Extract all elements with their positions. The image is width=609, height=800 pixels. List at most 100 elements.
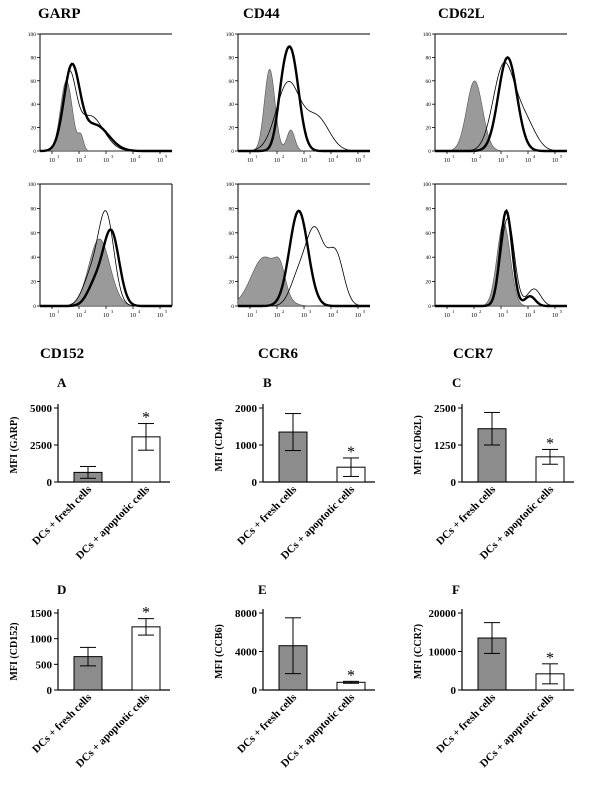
y-tick-label: 80 <box>31 55 37 61</box>
x-tick-exponent: 1 <box>255 154 257 159</box>
isotype-control-histogram <box>40 238 172 307</box>
category-label: DCs + fresh cells <box>30 483 94 547</box>
x-tick-label: 10 <box>103 313 109 319</box>
y-tick-label: 20 <box>31 280 37 286</box>
y-tick-label: 100 <box>28 182 37 188</box>
y-axis-label: MFI (CCR7) <box>413 624 424 679</box>
x-tick-exponent: 1 <box>452 309 454 314</box>
x-tick-label: 10 <box>552 158 558 164</box>
apoptotic-cells-histogram-line <box>435 55 567 153</box>
y-tick-label: 80 <box>229 55 235 61</box>
significance-star: * <box>546 435 554 452</box>
y-tick-label: 60 <box>229 231 235 237</box>
isotype-control-histogram <box>40 80 172 152</box>
panel-label-a: A <box>57 375 67 390</box>
apoptotic-cells-histogram-line <box>39 62 172 153</box>
y-tick-label: 0 <box>33 149 36 155</box>
x-tick-label: 10 <box>355 313 361 319</box>
y-tick-label: 20 <box>426 280 432 286</box>
category-label: DCs + fresh cells <box>235 691 299 755</box>
x-tick-label: 10 <box>328 158 334 164</box>
x-tick-exponent: 3 <box>506 154 509 159</box>
x-tick-label: 10 <box>525 313 531 319</box>
y-tick-label: 20 <box>426 126 432 132</box>
y-tick-label: 1500 <box>30 608 53 620</box>
category-label: DCs + fresh cells <box>30 691 94 755</box>
y-tick-label: 1250 <box>434 440 457 452</box>
significance-star: * <box>142 605 150 622</box>
histogram-title-garp: GARP <box>38 6 81 22</box>
x-tick-label: 10 <box>130 158 136 164</box>
histogram-title-cd62l: CD62L <box>438 6 485 22</box>
y-tick-label: 0 <box>47 685 53 697</box>
x-tick-exponent: 4 <box>336 309 339 314</box>
x-tick-label: 10 <box>471 313 477 319</box>
y-tick-label: 100 <box>226 182 235 188</box>
significance-star: * <box>347 667 355 684</box>
y-tick-label: 0 <box>451 685 457 697</box>
y-tick-label: 20 <box>229 126 235 132</box>
y-tick-label: 40 <box>31 102 37 108</box>
y-tick-label: 20 <box>31 126 37 132</box>
y-tick-label: 0 <box>33 304 36 310</box>
x-tick-label: 10 <box>49 313 55 319</box>
x-tick-label: 10 <box>444 158 450 164</box>
x-tick-label: 10 <box>274 313 280 319</box>
y-tick-label: 40 <box>229 255 235 261</box>
y-tick-label: 0 <box>428 304 431 310</box>
apoptotic-cells-histogram-line <box>40 228 172 308</box>
y-tick-label: 40 <box>426 255 432 261</box>
y-tick-label: 80 <box>229 206 235 212</box>
fresh-cells-histogram-line <box>238 80 370 152</box>
y-tick-label: 20000 <box>429 608 457 620</box>
x-tick-exponent: 2 <box>282 154 284 159</box>
y-tick-label: 80 <box>426 55 432 61</box>
x-tick-exponent: 3 <box>309 154 312 159</box>
x-tick-label: 10 <box>274 158 280 164</box>
x-tick-label: 10 <box>76 158 82 164</box>
x-tick-label: 10 <box>525 158 531 164</box>
histogram-title-cd152: CD152 <box>40 346 85 362</box>
y-tick-label: 80 <box>426 206 432 212</box>
x-tick-label: 10 <box>498 313 504 319</box>
y-tick-label: 0 <box>428 149 431 155</box>
y-axis-label: MFI (CD62L) <box>413 415 424 475</box>
x-tick-exponent: 5 <box>363 154 366 159</box>
y-axis-label: MFI (CD44) <box>214 418 225 471</box>
x-tick-exponent: 1 <box>255 309 257 314</box>
y-tick-label: 10000 <box>429 647 457 659</box>
significance-star: * <box>347 444 355 461</box>
x-tick-exponent: 2 <box>282 309 284 314</box>
x-tick-label: 10 <box>130 313 136 319</box>
y-tick-label: 60 <box>426 79 432 85</box>
x-tick-label: 10 <box>471 158 477 164</box>
x-tick-exponent: 5 <box>560 309 563 314</box>
x-tick-exponent: 1 <box>57 154 59 159</box>
x-tick-exponent: 3 <box>506 309 509 314</box>
x-tick-exponent: 4 <box>138 309 141 314</box>
isotype-control-histogram <box>435 80 567 152</box>
x-tick-label: 10 <box>76 313 82 319</box>
y-tick-label: 8000 <box>235 608 258 620</box>
x-tick-exponent: 5 <box>165 309 168 314</box>
x-tick-exponent: 1 <box>57 309 59 314</box>
x-tick-exponent: 2 <box>84 154 86 159</box>
significance-star: * <box>546 650 554 667</box>
x-tick-label: 10 <box>49 158 55 164</box>
x-tick-exponent: 4 <box>533 154 536 159</box>
y-tick-label: 60 <box>31 231 37 237</box>
x-tick-label: 10 <box>301 158 307 164</box>
x-tick-exponent: 2 <box>84 309 86 314</box>
y-tick-label: 40 <box>426 102 432 108</box>
x-tick-exponent: 5 <box>560 154 563 159</box>
apoptotic-cells-histogram-line <box>238 209 370 308</box>
panel-label-d: D <box>57 582 67 597</box>
panel-label-c: C <box>452 375 462 390</box>
histogram-title-ccr6: CCR6 <box>258 346 298 362</box>
y-tick-label: 0 <box>231 149 234 155</box>
y-tick-label: 5000 <box>30 403 53 415</box>
